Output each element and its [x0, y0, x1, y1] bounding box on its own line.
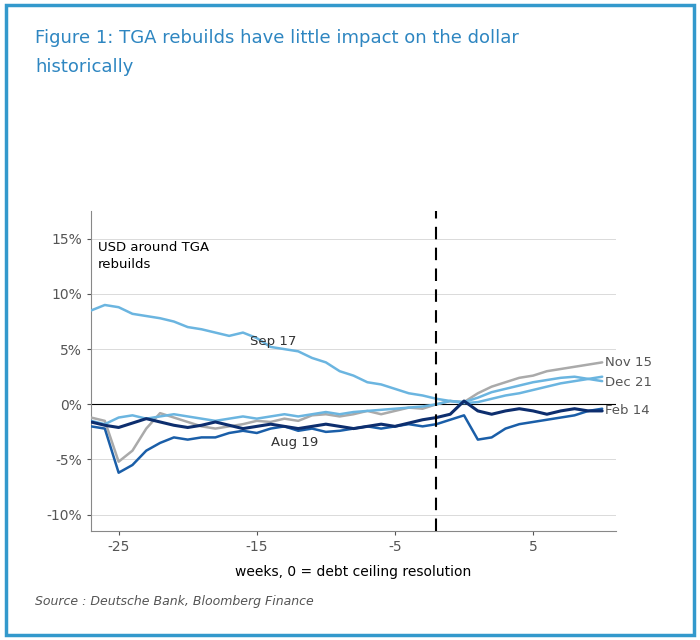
Text: Feb 14: Feb 14: [605, 404, 650, 417]
Text: Dec 21: Dec 21: [605, 376, 652, 388]
Text: Sep 17: Sep 17: [250, 335, 296, 348]
Text: Nov 15: Nov 15: [605, 356, 652, 369]
Text: Source : Deutsche Bank, Bloomberg Finance: Source : Deutsche Bank, Bloomberg Financ…: [35, 595, 314, 608]
Text: Figure 1: TGA rebuilds have little impact on the dollar: Figure 1: TGA rebuilds have little impac…: [35, 29, 519, 47]
Text: historically: historically: [35, 58, 134, 76]
Text: USD around TGA
rebuilds: USD around TGA rebuilds: [98, 241, 209, 271]
Text: Aug 19: Aug 19: [271, 436, 318, 449]
X-axis label: weeks, 0 = debt ceiling resolution: weeks, 0 = debt ceiling resolution: [235, 565, 472, 579]
